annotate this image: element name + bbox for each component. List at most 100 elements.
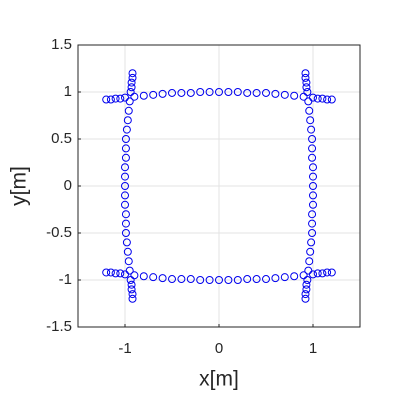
point xyxy=(128,294,137,303)
point xyxy=(121,172,129,181)
point xyxy=(124,106,133,115)
point xyxy=(243,275,252,284)
point xyxy=(168,88,176,97)
tick-labels: -1 0 1 -1.5 -1 -0.5 0 0.5 1 1.5 xyxy=(46,36,317,357)
point xyxy=(308,135,317,143)
point xyxy=(139,91,148,100)
point xyxy=(121,270,129,279)
point xyxy=(224,276,233,284)
point xyxy=(318,269,327,278)
point xyxy=(309,270,317,279)
point xyxy=(309,163,317,172)
y-tick-label: 0.5 xyxy=(51,130,72,147)
point xyxy=(233,276,242,284)
point xyxy=(309,93,317,102)
point xyxy=(308,219,317,228)
point xyxy=(224,88,233,96)
point xyxy=(186,88,195,97)
point xyxy=(128,290,137,299)
point xyxy=(186,275,195,284)
point xyxy=(302,83,311,92)
point xyxy=(121,93,129,102)
point xyxy=(106,268,115,277)
point xyxy=(127,78,136,87)
point xyxy=(301,73,310,82)
y-tick-label: 0 xyxy=(64,177,72,194)
x-tick-label: 1 xyxy=(309,340,317,357)
point xyxy=(243,88,252,97)
point xyxy=(301,290,310,299)
point xyxy=(308,229,317,237)
point xyxy=(308,144,317,153)
y-axis-label: y[m] xyxy=(8,166,31,206)
point xyxy=(122,238,131,247)
point xyxy=(305,106,314,115)
point xyxy=(121,210,130,219)
point xyxy=(158,89,167,98)
point xyxy=(309,191,317,200)
point xyxy=(318,94,327,103)
point xyxy=(121,144,130,153)
point xyxy=(306,247,315,256)
point xyxy=(280,90,289,99)
y-tick-label: 1 xyxy=(64,83,72,100)
point xyxy=(121,135,130,143)
point xyxy=(127,280,136,289)
point xyxy=(121,191,129,200)
point xyxy=(262,88,270,97)
point xyxy=(271,89,280,98)
point xyxy=(177,88,186,97)
point xyxy=(252,88,261,97)
point xyxy=(302,285,311,294)
point xyxy=(306,116,315,125)
point xyxy=(116,94,125,103)
point xyxy=(309,182,317,190)
point xyxy=(302,280,311,289)
point xyxy=(128,73,137,82)
y-tick-label: 1.5 xyxy=(51,36,72,53)
marks xyxy=(102,69,336,303)
point xyxy=(149,273,158,282)
point xyxy=(313,269,322,278)
point xyxy=(301,294,310,303)
point xyxy=(168,275,176,284)
y-tick-label: -0.5 xyxy=(46,224,72,241)
point xyxy=(149,90,158,99)
point xyxy=(309,172,317,181)
point xyxy=(121,153,130,162)
point xyxy=(280,273,289,282)
point xyxy=(205,88,214,96)
point xyxy=(271,274,280,283)
point xyxy=(309,200,317,209)
point xyxy=(305,257,314,266)
point xyxy=(127,285,136,294)
point xyxy=(196,88,205,96)
point xyxy=(126,276,135,284)
point xyxy=(323,268,332,277)
point xyxy=(327,268,336,277)
point xyxy=(307,238,316,247)
point xyxy=(205,276,214,284)
point xyxy=(123,247,132,256)
point xyxy=(177,275,186,284)
point xyxy=(124,257,133,266)
point xyxy=(106,95,115,104)
point xyxy=(122,125,131,134)
point xyxy=(128,69,137,78)
point xyxy=(290,272,299,281)
point xyxy=(121,200,129,209)
point xyxy=(116,269,125,278)
point xyxy=(323,95,332,104)
point xyxy=(126,88,135,96)
y-tick-label: -1 xyxy=(59,271,72,288)
point xyxy=(262,275,270,284)
point xyxy=(215,88,223,96)
x-tick-label: 0 xyxy=(215,340,223,357)
point xyxy=(302,78,311,87)
point xyxy=(233,88,242,96)
point xyxy=(307,125,316,134)
point xyxy=(308,210,317,219)
point xyxy=(290,91,299,100)
